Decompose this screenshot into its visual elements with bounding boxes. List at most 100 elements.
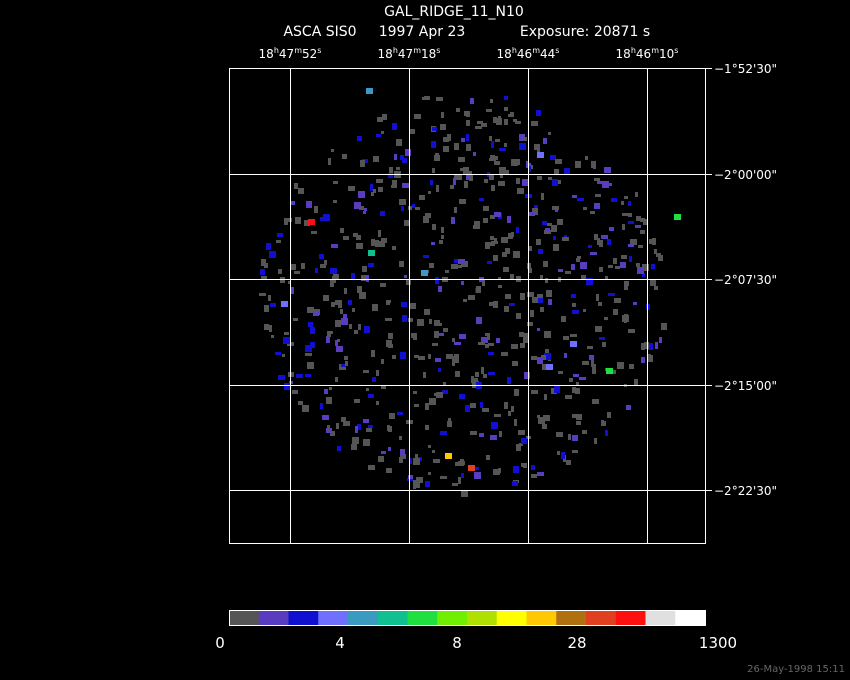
pixel [330, 431, 335, 436]
pixel [640, 230, 645, 234]
pixel [375, 240, 379, 247]
pixel [548, 299, 552, 305]
pixel [415, 454, 418, 460]
pixel [605, 430, 608, 436]
pixel [269, 251, 276, 258]
pixel [338, 301, 342, 308]
pixel [466, 144, 471, 151]
pixel [491, 185, 495, 191]
pixel [389, 413, 395, 419]
pixel [331, 302, 335, 307]
pixel [538, 249, 543, 254]
pixel [624, 285, 628, 290]
pixel [284, 218, 288, 225]
pixel [348, 300, 352, 305]
pixel [381, 238, 387, 243]
pixel [428, 354, 431, 359]
pixel [516, 444, 521, 451]
pixel [366, 388, 369, 391]
pixel [331, 244, 338, 248]
pixel [557, 219, 563, 225]
pixel [576, 414, 582, 420]
pixel [270, 303, 276, 307]
pixel [595, 194, 601, 197]
pixel [602, 421, 606, 426]
pixel [504, 107, 508, 111]
pixel [510, 274, 514, 280]
pixel [538, 417, 545, 424]
pixel [424, 309, 430, 315]
pixel [380, 211, 385, 216]
pixel [615, 266, 620, 269]
pixel [537, 357, 543, 364]
pixel [536, 110, 541, 116]
pixel [436, 392, 443, 398]
pixel [592, 367, 596, 374]
pixel [466, 111, 470, 117]
pixel [486, 109, 492, 112]
pixel [310, 342, 315, 348]
pixel [401, 206, 404, 211]
pixel [485, 333, 488, 336]
pixel [577, 256, 581, 259]
pixel [629, 364, 634, 369]
pixel [513, 119, 517, 122]
pixel [470, 431, 477, 435]
pixel [511, 159, 518, 166]
pixel [428, 445, 431, 448]
pixel [394, 154, 397, 160]
pixel [592, 399, 599, 404]
ra-unit: s [674, 46, 678, 55]
pixel [487, 261, 492, 264]
pixel [459, 199, 466, 204]
pixel [315, 268, 318, 273]
pixel [477, 121, 483, 124]
pixel [359, 292, 366, 299]
pixel [622, 315, 629, 322]
colorbar-cell [526, 611, 557, 625]
pixel [301, 263, 305, 269]
pixel [658, 255, 663, 261]
pixel [548, 132, 551, 135]
pixel [530, 165, 533, 169]
pixel [291, 201, 295, 205]
pixel [413, 458, 420, 465]
pixel [479, 433, 484, 437]
pixel [621, 255, 627, 259]
pixel [386, 300, 390, 305]
pixel [454, 259, 459, 263]
pixel [388, 447, 391, 451]
pixel [386, 468, 392, 473]
pixel [352, 437, 359, 444]
pixel [261, 259, 266, 266]
pixel [392, 246, 396, 250]
pixel [307, 362, 314, 369]
pixel [543, 261, 548, 267]
ra-value: 18 [616, 47, 631, 61]
pixel [368, 465, 375, 470]
pixel [582, 361, 589, 365]
pixel [368, 394, 374, 398]
pixel [504, 402, 508, 409]
pixel [438, 286, 442, 292]
pixel [466, 120, 470, 126]
pixel [524, 137, 527, 141]
pixel [419, 195, 425, 200]
pixel [439, 240, 443, 244]
pixel [465, 405, 470, 412]
pixel [358, 191, 365, 198]
pixel [471, 378, 478, 383]
pixel [382, 114, 387, 120]
pixel [436, 185, 439, 192]
pixel [641, 343, 645, 350]
pixel [628, 221, 634, 224]
pixel [568, 434, 571, 440]
pixel [414, 355, 419, 358]
pixel [526, 161, 529, 168]
pixel [366, 428, 372, 432]
pixel [544, 353, 551, 360]
pixel [555, 159, 562, 164]
pixel [447, 421, 452, 427]
pixel [501, 352, 508, 356]
pixel [575, 388, 580, 394]
